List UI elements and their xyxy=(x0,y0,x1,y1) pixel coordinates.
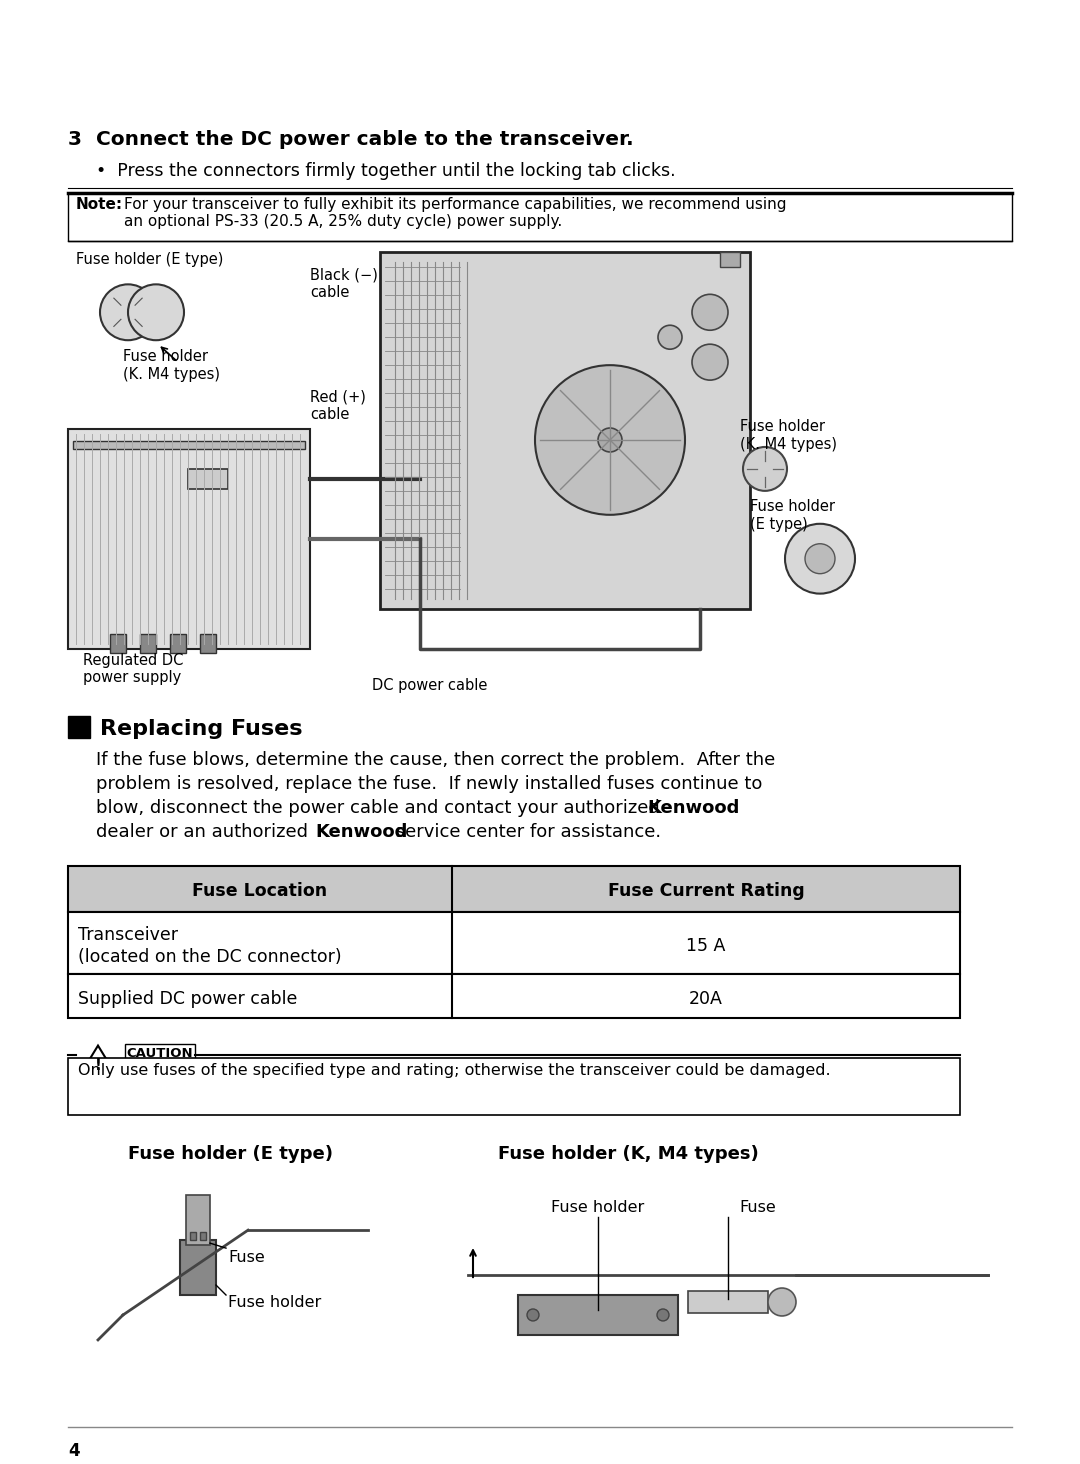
Circle shape xyxy=(743,447,787,490)
Circle shape xyxy=(100,284,156,340)
Text: Fuse Current Rating: Fuse Current Rating xyxy=(608,881,805,900)
Text: service center for assistance.: service center for assistance. xyxy=(390,823,661,842)
Text: Fuse holder: Fuse holder xyxy=(740,419,825,433)
Bar xyxy=(188,468,228,489)
Text: Replacing Fuses: Replacing Fuses xyxy=(100,719,302,739)
Circle shape xyxy=(535,365,685,515)
Text: •  Press the connectors firmly together until the locking tab clicks.: • Press the connectors firmly together u… xyxy=(96,161,676,180)
Bar xyxy=(125,1044,195,1066)
Text: (E type): (E type) xyxy=(750,517,808,531)
Text: dealer or an authorized: dealer or an authorized xyxy=(96,823,314,842)
Circle shape xyxy=(692,294,728,331)
Text: Connect the DC power cable to the transceiver.: Connect the DC power cable to the transc… xyxy=(96,130,634,149)
Text: power supply: power supply xyxy=(83,671,181,685)
Circle shape xyxy=(692,344,728,381)
Bar xyxy=(73,441,305,449)
Text: Kenwood: Kenwood xyxy=(647,799,740,817)
Bar xyxy=(68,867,960,912)
Text: (K. M4 types): (K. M4 types) xyxy=(740,436,837,452)
Text: Fuse holder: Fuse holder xyxy=(552,1200,645,1215)
Circle shape xyxy=(768,1288,796,1316)
Text: Fuse holder: Fuse holder xyxy=(750,499,835,514)
Text: Only use fuses of the specified type and rating; otherwise the transceiver could: Only use fuses of the specified type and… xyxy=(78,1063,831,1078)
Bar xyxy=(200,634,216,653)
Text: (K. M4 types): (K. M4 types) xyxy=(123,367,220,382)
Text: 3: 3 xyxy=(68,130,82,149)
Text: (located on the DC connector): (located on the DC connector) xyxy=(78,947,341,966)
Text: Regulated DC: Regulated DC xyxy=(83,653,184,669)
Bar xyxy=(186,1195,210,1244)
Bar xyxy=(68,193,1012,242)
Text: cable: cable xyxy=(310,285,349,300)
Bar xyxy=(110,634,126,653)
Bar xyxy=(68,974,960,1017)
Text: Supplied DC power cable: Supplied DC power cable xyxy=(78,990,297,1007)
Text: 4: 4 xyxy=(68,1442,80,1460)
Text: Transceiver: Transceiver xyxy=(78,925,178,944)
Circle shape xyxy=(785,524,855,593)
Text: Black (−): Black (−) xyxy=(310,268,378,283)
Circle shape xyxy=(598,427,622,452)
Text: DC power cable: DC power cable xyxy=(373,678,488,694)
Circle shape xyxy=(657,1309,669,1321)
Bar xyxy=(68,429,310,649)
Circle shape xyxy=(658,325,681,350)
Text: Fuse: Fuse xyxy=(740,1200,777,1215)
Text: Fuse holder: Fuse holder xyxy=(228,1296,321,1310)
Bar xyxy=(170,634,186,653)
Text: Fuse holder (K, M4 types): Fuse holder (K, M4 types) xyxy=(498,1145,759,1164)
Text: Fuse holder (E type): Fuse holder (E type) xyxy=(76,252,224,268)
Text: !: ! xyxy=(95,1058,102,1073)
Bar xyxy=(200,1233,206,1240)
Text: cable: cable xyxy=(310,407,349,422)
Text: Red (+): Red (+) xyxy=(310,389,366,404)
Bar xyxy=(380,252,750,609)
Text: For your transceiver to fully exhibit its performance capabilities, we recommend: For your transceiver to fully exhibit it… xyxy=(124,196,786,228)
Text: 20A: 20A xyxy=(689,990,723,1007)
Bar xyxy=(190,1233,195,1240)
Bar xyxy=(68,1057,960,1116)
Circle shape xyxy=(527,1309,539,1321)
Bar xyxy=(68,912,960,974)
Text: 15 A: 15 A xyxy=(686,937,726,955)
Circle shape xyxy=(805,543,835,574)
Text: blow, disconnect the power cable and contact your authorized: blow, disconnect the power cable and con… xyxy=(96,799,665,817)
Bar xyxy=(180,1240,216,1296)
Bar xyxy=(140,634,156,653)
Text: Fuse: Fuse xyxy=(228,1250,265,1265)
Bar xyxy=(518,1296,678,1335)
Text: Kenwood: Kenwood xyxy=(315,823,407,842)
Bar xyxy=(68,716,90,738)
Circle shape xyxy=(129,284,184,340)
Bar xyxy=(720,252,740,268)
Text: problem is resolved, replace the fuse.  If newly installed fuses continue to: problem is resolved, replace the fuse. I… xyxy=(96,776,762,793)
Text: CAUTION: CAUTION xyxy=(126,1047,193,1060)
Polygon shape xyxy=(76,1045,120,1082)
Bar xyxy=(688,1291,768,1313)
Text: Note:: Note: xyxy=(76,196,123,211)
Text: Fuse holder: Fuse holder xyxy=(123,350,208,365)
Text: Fuse Location: Fuse Location xyxy=(192,881,327,900)
Text: If the fuse blows, determine the cause, then correct the problem.  After the: If the fuse blows, determine the cause, … xyxy=(96,751,775,769)
Text: Fuse holder (E type): Fuse holder (E type) xyxy=(129,1145,333,1164)
